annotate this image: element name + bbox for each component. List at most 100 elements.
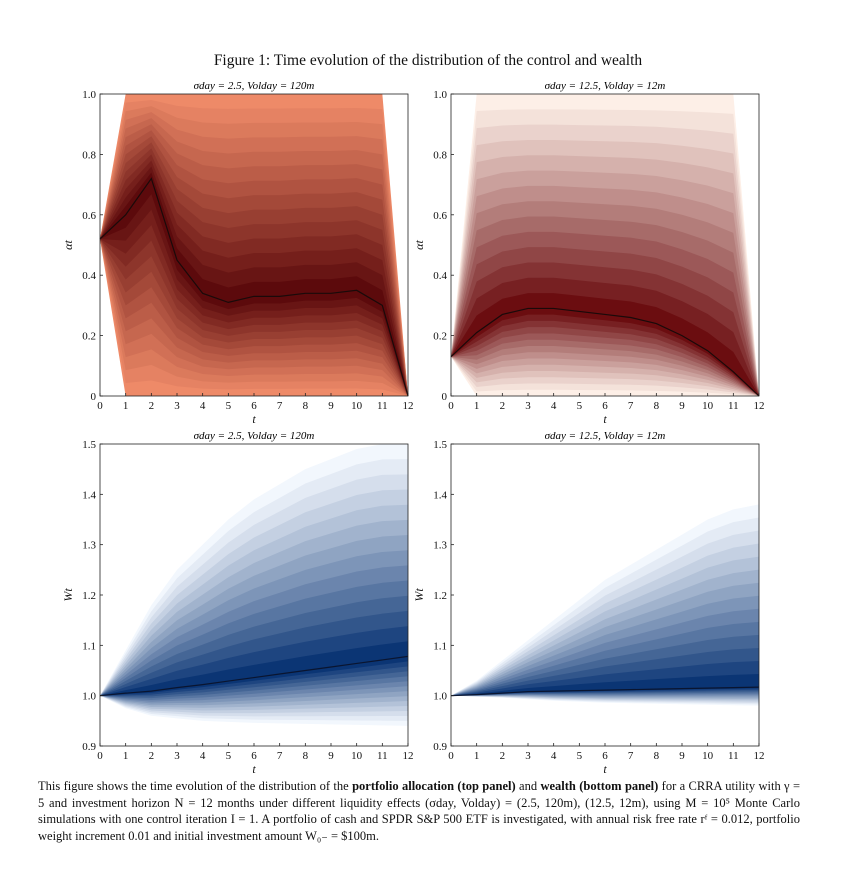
x-tick-label: 0 xyxy=(448,750,454,762)
x-tick-label: 1 xyxy=(474,400,480,412)
x-axis-label: t xyxy=(603,762,607,776)
x-tick-label: 7 xyxy=(628,750,634,762)
x-tick-label: 4 xyxy=(551,750,557,762)
y-tick-label: 0 xyxy=(442,391,448,403)
x-axis-label: t xyxy=(252,412,256,426)
y-tick-label: 1.0 xyxy=(82,691,96,703)
x-tick-label: 9 xyxy=(679,750,685,762)
x-tick-label: 0 xyxy=(448,400,454,412)
x-tick-label: 11 xyxy=(728,750,739,762)
contour-bands xyxy=(451,94,759,396)
median-line xyxy=(450,307,760,397)
x-tick-label: 3 xyxy=(174,400,180,412)
x-tick-label: 1 xyxy=(123,400,128,412)
x-tick-label: 10 xyxy=(351,750,363,762)
x-tick-label: 12 xyxy=(403,750,414,762)
x-tick-label: 6 xyxy=(251,750,257,762)
x-tick-label: 3 xyxy=(525,400,531,412)
x-tick-label: 10 xyxy=(702,400,714,412)
x-tick-label: 9 xyxy=(328,400,334,412)
y-tick-label: 1.0 xyxy=(82,89,96,101)
y-tick-label: 0.9 xyxy=(82,741,96,753)
x-tick-label: 9 xyxy=(328,750,334,762)
x-tick-label: 1 xyxy=(474,750,480,762)
quantile-band xyxy=(451,293,759,396)
x-tick-label: 7 xyxy=(628,400,634,412)
x-tick-label: 12 xyxy=(403,400,414,412)
quantile-band xyxy=(100,626,408,696)
y-axis-label: αt xyxy=(412,240,426,250)
x-tick-label: 12 xyxy=(754,750,765,762)
y-tick-label: 1.3 xyxy=(433,540,447,552)
x-tick-label: 5 xyxy=(577,750,583,762)
x-tick-label: 4 xyxy=(200,750,206,762)
quantile-band xyxy=(451,674,759,696)
x-tick-label: 8 xyxy=(303,400,309,412)
quantile-band xyxy=(100,172,408,396)
x-axis-label: t xyxy=(603,412,607,426)
x-tick-label: 8 xyxy=(303,750,309,762)
x-tick-label: 5 xyxy=(226,400,232,412)
median-line xyxy=(99,655,409,697)
x-tick-label: 7 xyxy=(277,750,283,762)
y-tick-label: 1.0 xyxy=(433,691,447,703)
x-tick-label: 8 xyxy=(654,400,660,412)
panel-wealth-left: σday = 2.5, Volday = 120m 0 1 2 3 4 5 6 7 8 9 10 11 1… xyxy=(60,428,420,778)
y-tick-label: 1.5 xyxy=(82,439,96,451)
contour-bands xyxy=(100,444,408,726)
x-tick-label: 10 xyxy=(702,750,714,762)
x-tick-label: 5 xyxy=(226,750,232,762)
x-tick-label: 0 xyxy=(97,400,103,412)
x-tick-label: 3 xyxy=(525,750,531,762)
x-tick-label: 6 xyxy=(602,400,608,412)
x-tick-label: 7 xyxy=(277,400,283,412)
quantile-band xyxy=(100,166,408,396)
y-tick-label: 1.2 xyxy=(82,590,96,602)
y-tick-label: 0 xyxy=(91,391,97,403)
y-tick-label: 0.6 xyxy=(82,210,96,222)
caption-bold-2: wealth (bottom panel) xyxy=(540,779,659,793)
quantile-band xyxy=(100,641,408,696)
y-tick-label: 0.4 xyxy=(433,270,447,282)
contour-bands xyxy=(451,504,759,706)
y-tick-label: 1.1 xyxy=(82,640,96,652)
x-axis-label: t xyxy=(252,762,256,776)
panel-allocation-left: σday = 2.5, Volday = 120m 0 1 2 3 4 5 6 7 8 9 10 11 1… xyxy=(60,78,420,428)
y-tick-label: 0.9 xyxy=(433,741,447,753)
x-tick-label: 2 xyxy=(500,750,506,762)
x-tick-label: 2 xyxy=(149,400,155,412)
contour-bands xyxy=(100,94,408,396)
y-tick-label: 1.2 xyxy=(433,590,447,602)
x-tick-label: 12 xyxy=(754,400,765,412)
figure-caption: This figure shows the time evolution of … xyxy=(38,778,800,844)
y-tick-label: 1.4 xyxy=(433,489,447,501)
y-axis-label: αt xyxy=(61,240,75,250)
x-tick-label: 2 xyxy=(149,750,155,762)
y-tick-label: 1.0 xyxy=(433,89,447,101)
x-tick-label: 2 xyxy=(500,400,506,412)
panel-subtitle: σday = 2.5, Volday = 120m xyxy=(194,80,315,92)
caption-bold-1: portfolio allocation (top panel) xyxy=(352,779,516,793)
median-line xyxy=(99,177,409,397)
x-tick-label: 6 xyxy=(602,750,608,762)
y-tick-label: 1.4 xyxy=(82,489,96,501)
y-tick-label: 0.4 xyxy=(82,270,96,282)
y-tick-label: 1.5 xyxy=(433,439,447,451)
y-tick-label: 0.8 xyxy=(433,149,447,161)
caption-text-1: This figure shows the time evolution of … xyxy=(38,779,353,793)
panel-wealth-right: σday = 12.5, Volday = 12m 0 1 2 3 4 5 6 7 8 9 10 11 1… xyxy=(411,428,771,778)
y-tick-label: 1.1 xyxy=(433,640,447,652)
x-tick-label: 0 xyxy=(97,750,103,762)
x-tick-label: 5 xyxy=(577,400,583,412)
x-tick-label: 11 xyxy=(728,400,739,412)
x-tick-label: 3 xyxy=(174,750,180,762)
y-tick-label: 0.2 xyxy=(82,331,96,343)
x-tick-label: 4 xyxy=(200,400,206,412)
y-tick-label: 0.6 xyxy=(433,210,447,222)
x-tick-label: 1 xyxy=(123,750,128,762)
x-tick-label: 10 xyxy=(351,400,363,412)
panel-allocation-right: σday = 12.5, Volday = 12m 0 1 2 3 4 5 6 7 8 9 10 11 1… xyxy=(411,78,771,428)
